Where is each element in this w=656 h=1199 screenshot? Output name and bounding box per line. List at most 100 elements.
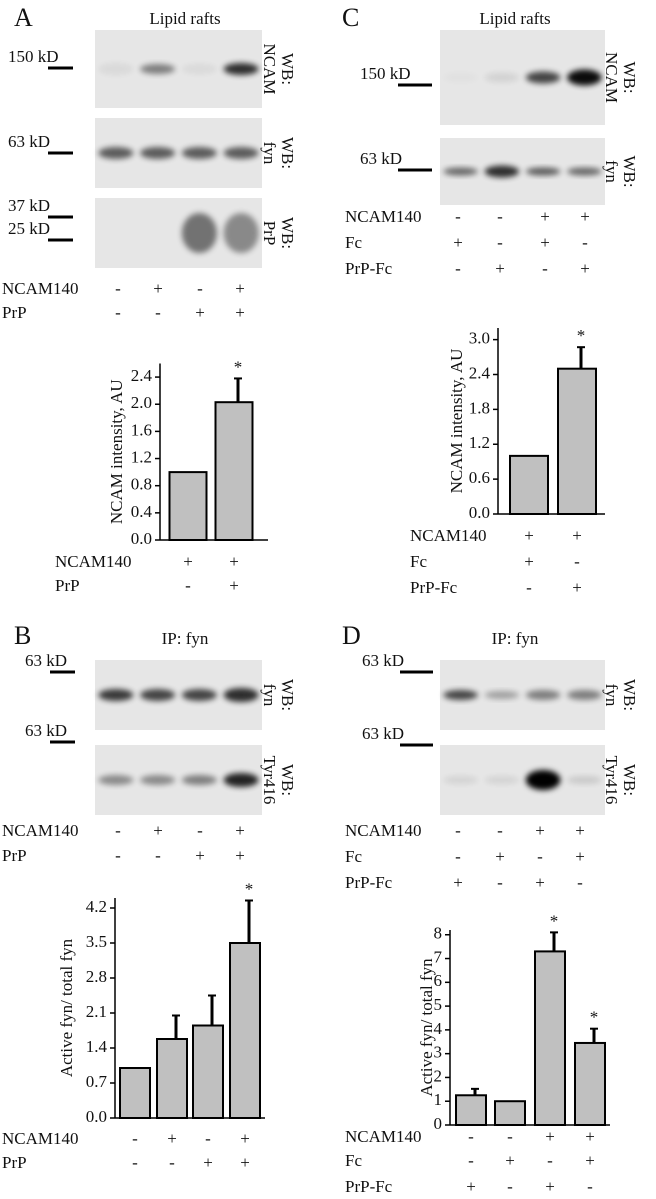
wb-target: NCAM: [602, 52, 621, 103]
y-tick-label: 5: [434, 995, 443, 1014]
blot-band: [525, 690, 561, 700]
blot-band: [223, 773, 259, 787]
blot-band: [567, 69, 602, 86]
bar: [509, 454, 549, 515]
y-axis-label: Active fyn/ total fyn: [57, 938, 76, 1077]
blot-band: [223, 63, 259, 75]
significance: *: [234, 357, 243, 376]
wb-target: fyn: [602, 684, 621, 707]
y-axis-label: Active fyn/ total fyn: [417, 958, 436, 1097]
condition-sign: -: [455, 207, 461, 226]
panel-title: Lipid rafts: [479, 9, 550, 28]
wb-label: WB:fyn: [602, 679, 639, 711]
condition-label: PrP: [2, 1153, 27, 1172]
condition-sign: +: [495, 259, 505, 278]
condition-label: PrP-Fc: [345, 1177, 393, 1196]
condition-sign: +: [524, 526, 534, 545]
condition-sign: +: [240, 1129, 250, 1148]
marker-label: 37 kD: [8, 196, 50, 215]
y-tick-label: 4.2: [86, 897, 107, 916]
wb-prefix: WB:: [620, 61, 639, 93]
condition-sign: +: [466, 1177, 476, 1196]
condition-sign: -: [197, 279, 203, 298]
blot-band: [140, 689, 176, 701]
condition-label: Fc: [410, 552, 427, 571]
y-tick-label: 2.4: [131, 366, 153, 385]
condition-label: NCAM140: [2, 1129, 79, 1148]
condition-label: NCAM140: [410, 526, 487, 545]
y-tick-label: 1.8: [469, 398, 490, 417]
y-tick-label: 2.0: [131, 393, 152, 412]
condition-sign: -: [542, 259, 548, 278]
y-tick-label: 0.0: [469, 503, 490, 522]
condition-sign: -: [497, 873, 503, 892]
condition-sign: -: [507, 1127, 513, 1146]
blot-band: [140, 775, 176, 785]
condition-sign: -: [497, 207, 503, 226]
wb-prefix: WB:: [620, 679, 639, 711]
wb-label: WB:fyn: [260, 679, 297, 711]
condition-sign: -: [115, 279, 121, 298]
y-tick-label: 0.6: [469, 468, 490, 487]
y-tick-label: 1.2: [469, 433, 490, 452]
blot-band: [181, 64, 217, 74]
condition-sign: +: [235, 279, 245, 298]
condition-sign: +: [195, 303, 205, 322]
y-tick-label: 1.4: [86, 1037, 108, 1056]
condition-sign: -: [455, 259, 461, 278]
blot-band: [525, 167, 561, 176]
significance: *: [590, 1008, 599, 1027]
wb-label: WB:Tyr416: [602, 756, 639, 805]
condition-sign: +: [229, 576, 239, 595]
blot-band: [443, 167, 478, 176]
y-tick-label: 4: [434, 1019, 443, 1038]
wb-label: WB:NCAM: [260, 43, 297, 94]
condition-sign: +: [540, 207, 550, 226]
bar: [455, 1094, 487, 1127]
wb-target: PrP: [260, 221, 279, 246]
wb-prefix: WB:: [278, 764, 297, 796]
y-tick-label: 0.8: [131, 475, 152, 494]
condition-sign: +: [167, 1129, 177, 1148]
blot-band: [443, 690, 478, 700]
condition-sign: -: [455, 847, 461, 866]
blot-band: [98, 689, 134, 701]
blot-band: [181, 213, 217, 253]
wb-label: WB:PrP: [260, 217, 297, 249]
condition-label: NCAM140: [2, 279, 79, 298]
condition-sign: +: [153, 821, 163, 840]
y-tick-label: 1.2: [131, 447, 152, 466]
blot-band: [484, 72, 520, 83]
wb-target: NCAM: [260, 43, 279, 94]
condition-label: PrP-Fc: [345, 873, 393, 892]
condition-sign: +: [203, 1153, 213, 1172]
condition-sign: -: [574, 552, 580, 571]
panel-title: Lipid rafts: [149, 9, 220, 28]
wb-target: fyn: [260, 142, 279, 165]
significance: *: [550, 911, 559, 930]
y-tick-label: 2.1: [86, 1002, 107, 1021]
blot-band: [567, 690, 602, 700]
condition-sign: +: [453, 873, 463, 892]
condition-sign: +: [153, 279, 163, 298]
condition-label: PrP: [55, 576, 80, 595]
condition-sign: +: [535, 821, 545, 840]
condition-sign: +: [505, 1151, 515, 1170]
blot-band: [567, 167, 602, 176]
significance: *: [577, 326, 586, 345]
condition-sign: -: [185, 576, 191, 595]
y-tick-label: 2.8: [86, 967, 107, 986]
condition-label: PrP-Fc: [345, 259, 393, 278]
condition-sign: +: [235, 846, 245, 865]
blot-band: [140, 64, 176, 74]
condition-sign: -: [115, 303, 121, 322]
marker-label: 63 kD: [362, 651, 404, 670]
wb-prefix: WB:: [278, 137, 297, 169]
condition-sign: -: [132, 1153, 138, 1172]
condition-sign: -: [497, 821, 503, 840]
condition-sign: -: [169, 1153, 175, 1172]
marker-label: 25 kD: [8, 219, 50, 238]
condition-sign: +: [183, 552, 193, 571]
wb-prefix: WB:: [620, 155, 639, 187]
